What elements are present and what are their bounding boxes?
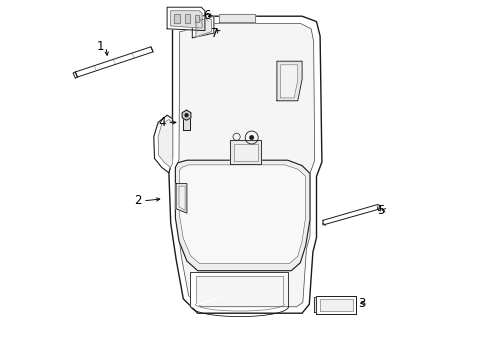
Polygon shape <box>190 272 287 307</box>
Polygon shape <box>377 204 380 211</box>
Circle shape <box>185 114 187 117</box>
Text: 4: 4 <box>158 116 165 129</box>
Polygon shape <box>174 14 179 23</box>
Polygon shape <box>153 115 172 173</box>
Polygon shape <box>320 299 352 311</box>
Polygon shape <box>230 140 260 164</box>
Text: 5: 5 <box>377 204 384 217</box>
Polygon shape <box>158 120 172 167</box>
Text: 7: 7 <box>210 27 218 40</box>
Polygon shape <box>185 14 190 23</box>
Polygon shape <box>192 14 213 38</box>
Polygon shape <box>196 18 211 37</box>
Text: 3: 3 <box>357 297 365 310</box>
Polygon shape <box>316 296 355 314</box>
Polygon shape <box>179 186 185 210</box>
Polygon shape <box>233 144 258 161</box>
Polygon shape <box>170 11 202 28</box>
Polygon shape <box>179 165 305 264</box>
Circle shape <box>249 135 253 140</box>
Polygon shape <box>194 15 199 22</box>
Text: 2: 2 <box>134 194 141 207</box>
Polygon shape <box>182 110 190 120</box>
Polygon shape <box>175 23 314 307</box>
Polygon shape <box>196 276 283 303</box>
Polygon shape <box>276 61 302 101</box>
Polygon shape <box>167 7 204 31</box>
Polygon shape <box>219 14 255 22</box>
Polygon shape <box>313 297 316 312</box>
Text: 1: 1 <box>97 40 104 53</box>
Text: 6: 6 <box>203 9 210 22</box>
Polygon shape <box>176 184 186 213</box>
Polygon shape <box>175 160 309 271</box>
Polygon shape <box>322 204 377 225</box>
Polygon shape <box>168 16 321 313</box>
Polygon shape <box>280 65 297 98</box>
Polygon shape <box>183 118 189 130</box>
Polygon shape <box>75 47 153 77</box>
